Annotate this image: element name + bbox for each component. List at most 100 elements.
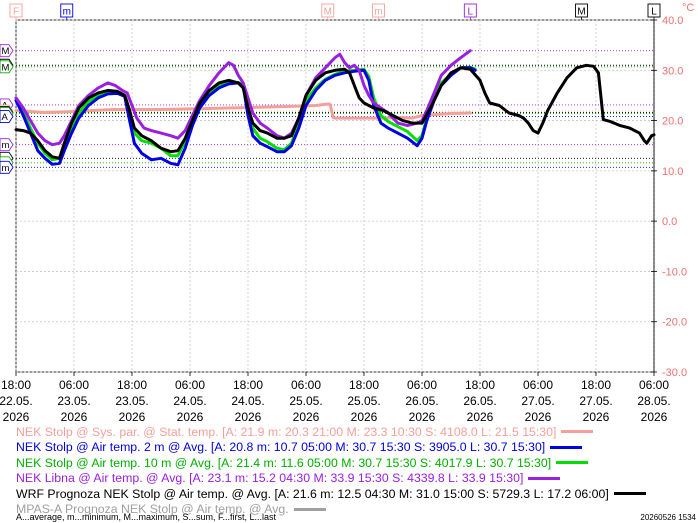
top-marker: L <box>647 3 661 20</box>
legend-item: NEK Stolp @ Air temp. 10 m @ Avg. [A: 21… <box>16 455 696 471</box>
x-tick-label: 06:00 <box>639 378 669 392</box>
reference-tag-label: A <box>2 112 9 123</box>
legend-item: NEK Stolp @ Sys. par. @ Stat. temp. [A: … <box>16 424 696 440</box>
reference-tag-shape <box>0 138 14 152</box>
y-tick-label: -10.0 <box>662 266 687 278</box>
x-tick-label: 18:00 <box>465 378 495 392</box>
reference-tag: m <box>0 138 14 152</box>
x-tick-label: 28.05. <box>637 394 670 408</box>
plot-area <box>15 19 655 373</box>
x-tick-label: 18:00 <box>349 378 379 392</box>
x-tick-label: 25.05. <box>289 394 322 408</box>
top-marker-box <box>321 3 335 18</box>
reference-tag-shape <box>0 110 14 123</box>
x-tick-label: 2026 <box>177 410 204 424</box>
legend-swatch <box>613 492 646 496</box>
x-tick-label: 24.05. <box>231 394 264 408</box>
x-tick-label: 2026 <box>293 410 320 424</box>
x-tick-label: 2026 <box>583 410 610 424</box>
x-tick-label: 2026 <box>409 410 436 424</box>
reference-tag-shape <box>0 60 14 74</box>
x-tick-label: 2026 <box>3 410 30 424</box>
y-axis: °C 40.0 30.0 20.0 10.0 0.0 -10.0 -20.0 -30.0 <box>651 2 694 379</box>
top-marker-box <box>575 3 588 18</box>
legend-label: NEK Stolp @ Air temp. 2 m @ Avg. [A: 20.… <box>16 440 546 455</box>
top-marker-box <box>60 3 74 18</box>
legend-label: MPAS-A Prognoza NEK Stolp @ Air temp. @ … <box>16 502 289 517</box>
reference-tag-label: M <box>2 62 10 73</box>
x-tick-label: 27.05. <box>579 394 612 408</box>
top-marker: M <box>575 3 588 20</box>
top-marker-label: M <box>577 7 585 18</box>
top-marker: m <box>60 3 74 20</box>
y-unit-label: °C <box>682 2 694 14</box>
top-marker-box <box>372 3 385 18</box>
legend-swatch <box>528 476 561 480</box>
legend-item: NEK Libna @ Air temp. @ Avg. [A: 23.1 m:… <box>16 471 696 487</box>
top-marker-label: m <box>374 7 382 18</box>
top-marker-label: L <box>651 7 657 18</box>
temperature-chart: MMMAAAAAmmmm °C 40.030.020.010.00.0-10.0… <box>0 2 694 424</box>
x-tick-label: 2026 <box>525 410 552 424</box>
x-tick-label: 27.05. <box>521 394 554 408</box>
x-tick-label: 18:00 <box>233 378 263 392</box>
y-tick-label: 20.0 <box>662 116 683 128</box>
x-tick-label: 25.05. <box>347 394 380 408</box>
x-tick-label: 24.05. <box>173 394 206 408</box>
timestamp: 20260526 1534 <box>640 513 696 522</box>
legend-label: NEK Stolp @ Air temp. 10 m @ Avg. [A: 21… <box>16 455 552 470</box>
top-marker-label: m <box>63 7 71 18</box>
top-marker-label: F <box>13 7 19 18</box>
top-marker: m <box>372 3 385 20</box>
legend-swatch <box>293 507 326 511</box>
legend-item: MPAS-A Prognoza NEK Stolp @ Air temp. @ … <box>16 502 696 518</box>
x-tick-label: 22.05. <box>0 394 33 408</box>
reference-tag-shape <box>0 44 14 58</box>
top-marker: M <box>321 3 335 20</box>
top-marker-box <box>9 3 23 18</box>
x-tick-label: 26.05. <box>463 394 496 408</box>
series-line <box>14 102 472 120</box>
top-marker: F <box>9 3 23 20</box>
x-tick-label: 2026 <box>641 410 668 424</box>
x-tick-label: 06:00 <box>523 378 553 392</box>
x-tick-label: 2026 <box>467 410 494 424</box>
legend-label: WRF Prognoza NEK Stolp @ Air temp. @ Avg… <box>16 486 609 501</box>
x-tick-label: 2026 <box>61 410 88 424</box>
reference-tag: M <box>0 44 14 58</box>
footnote: A...average, m...minimum, M...maximum, S… <box>16 512 277 522</box>
x-tick-label: 2026 <box>235 410 262 424</box>
reference-lines: MMMAAAAAmmmm <box>0 44 654 174</box>
reference-tag-label: m <box>2 163 10 174</box>
y-tick-label: 0.0 <box>662 216 677 228</box>
series-line <box>14 63 656 160</box>
reference-tag-label: m <box>2 140 10 151</box>
x-tick-label: 06:00 <box>175 378 205 392</box>
y-tick-label: 40.0 <box>662 15 683 27</box>
x-tick-label: 06:00 <box>407 378 437 392</box>
top-marker-label: L <box>468 7 474 18</box>
legend-swatch <box>561 430 594 434</box>
x-axis: 18:00 22.05. 2026 06:00 23.05. 2026 18:00 23.05… <box>0 372 671 424</box>
legend-item: WRF Prognoza NEK Stolp @ Air temp. @ Avg… <box>16 486 696 502</box>
y-tick-label: -30.0 <box>662 367 687 379</box>
reference-tag: m <box>0 160 14 174</box>
reference-tag-shape <box>0 160 14 174</box>
x-tick-label: 2026 <box>351 410 378 424</box>
legend-label: NEK Libna @ Air temp. @ Avg. [A: 23.1 m:… <box>16 471 524 486</box>
y-tick-label: 10.0 <box>662 166 683 178</box>
legend-item: NEK Stolp @ Air temp. 2 m @ Avg. [A: 20.… <box>16 440 696 456</box>
x-tick-label: 18:00 <box>581 378 611 392</box>
y-tick-label: 30.0 <box>662 65 683 77</box>
y-tick-label: -20.0 <box>662 317 687 329</box>
reference-tag: A <box>0 110 14 123</box>
legend-label: NEK Stolp @ Sys. par. @ Stat. temp. [A: … <box>16 424 557 439</box>
x-tick-label: 23.05. <box>57 394 90 408</box>
x-tick-label: 23.05. <box>115 394 148 408</box>
top-marker-label: M <box>324 7 332 18</box>
legend-swatch <box>550 445 583 449</box>
legend: NEK Stolp @ Sys. par. @ Stat. temp. [A: … <box>16 424 696 517</box>
reference-tag-label: M <box>2 46 10 57</box>
x-tick-label: 26.05. <box>405 394 438 408</box>
